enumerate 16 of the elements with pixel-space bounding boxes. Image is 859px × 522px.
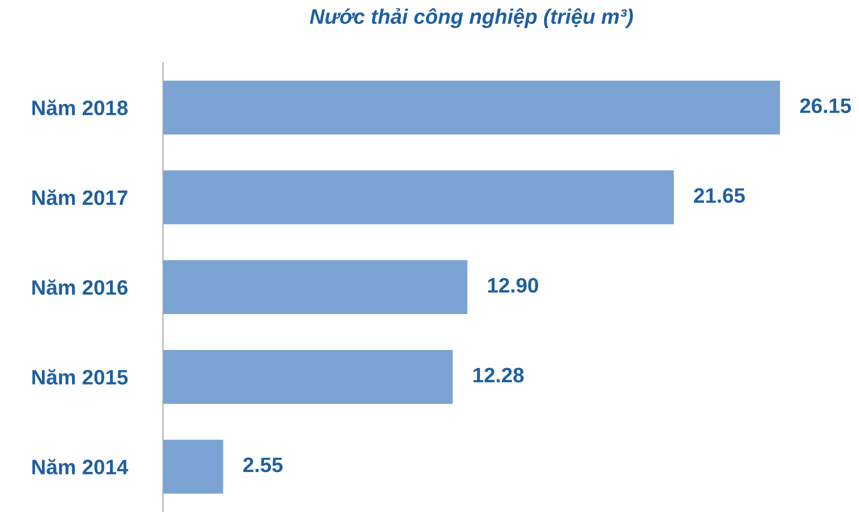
data-label: 12.90	[488, 278, 538, 293]
y-tick-label: Năm 2016	[32, 279, 128, 295]
data-label: 21.65	[694, 188, 745, 203]
bar	[163, 260, 468, 314]
y-tick-label: Năm 2015	[32, 369, 128, 385]
data-label: 12.28	[474, 368, 524, 382]
y-tick-label: Năm 2017	[32, 190, 128, 206]
bar	[163, 440, 224, 494]
chart-title: Nước thải công nghiệp (triệu m³)	[310, 8, 633, 28]
y-tick-label: Năm 2018	[32, 100, 128, 116]
y-tick-label: Năm 2014	[32, 458, 128, 474]
bar	[163, 80, 780, 134]
bar	[163, 350, 453, 404]
data-label: 26.15	[800, 98, 851, 114]
data-label: 2.55	[243, 458, 283, 472]
bar	[163, 170, 674, 224]
